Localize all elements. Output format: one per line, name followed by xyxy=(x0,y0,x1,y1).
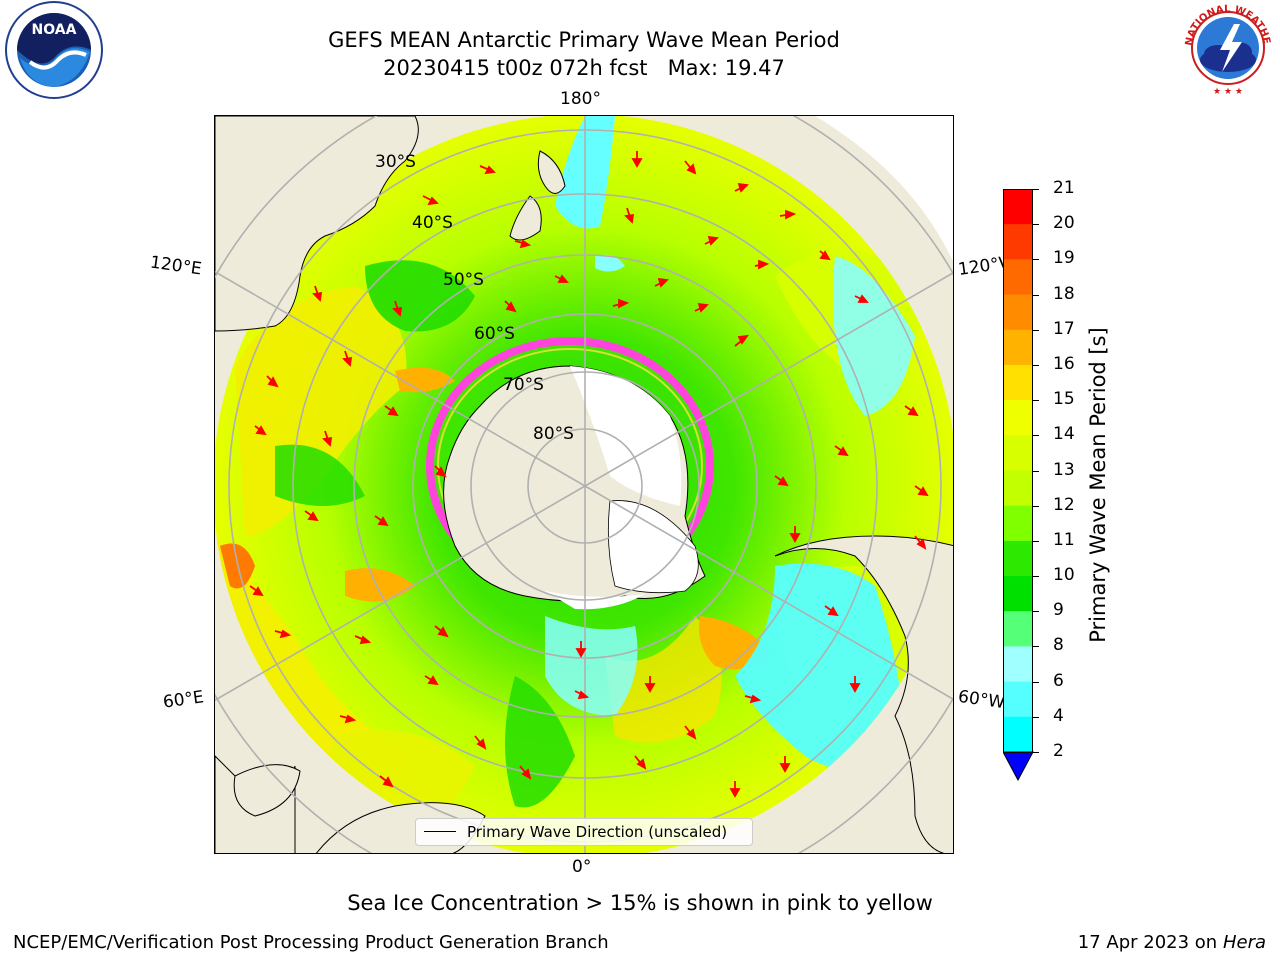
footer-host: Hera xyxy=(1222,932,1266,953)
lat-label-50s: 50°S xyxy=(443,270,484,290)
colorbar-tick-label: 4 xyxy=(1053,705,1064,726)
colorbar-tick-label: 17 xyxy=(1053,318,1075,339)
colorbar-band xyxy=(1003,435,1033,472)
colorbar-tick-label: 11 xyxy=(1053,529,1075,550)
colorbar-band xyxy=(1003,259,1033,296)
legend-line-icon xyxy=(424,831,456,832)
colorbar-tick-mark xyxy=(1033,470,1039,472)
noaa-logo: NOAA xyxy=(0,0,108,108)
meridian-label-180: 180° xyxy=(560,89,601,109)
colorbar-tick-mark xyxy=(1033,540,1039,542)
colorbar-tick-label: 12 xyxy=(1053,494,1075,515)
colorbar-band xyxy=(1003,364,1033,401)
colorbar-band xyxy=(1003,470,1033,507)
colorbar-tick-label: 13 xyxy=(1053,459,1075,480)
footer-credit: NCEP/EMC/Verification Post Processing Pr… xyxy=(13,932,609,953)
colorbar-band xyxy=(1003,646,1033,683)
colorbar-tick-mark xyxy=(1033,329,1039,331)
colorbar-tick-mark xyxy=(1033,189,1039,190)
lat-label-80s: 80°S xyxy=(533,424,574,444)
polar-map xyxy=(215,116,953,853)
colorbar-band xyxy=(1003,224,1033,260)
colorbar-band xyxy=(1003,576,1033,612)
colorbar-tick-label: 19 xyxy=(1053,248,1075,269)
map-title-line2: 20230415 t00z 072h fcst Max: 19.47 xyxy=(383,56,785,80)
svg-text:★ ★ ★: ★ ★ ★ xyxy=(1213,87,1243,97)
colorbar-tick-mark xyxy=(1033,646,1039,648)
colorbar-band xyxy=(1003,294,1033,331)
map-legend: Primary Wave Direction (unscaled) xyxy=(415,818,753,846)
colorbar-tick-mark xyxy=(1033,294,1039,296)
colorbar-tick-label: 14 xyxy=(1053,424,1075,445)
colorbar-tick-mark xyxy=(1033,505,1039,507)
colorbar-band xyxy=(1003,505,1033,542)
colorbar-band xyxy=(1003,611,1033,648)
colorbar-tick-label: 21 xyxy=(1053,178,1075,198)
colorbar-tick-mark xyxy=(1033,435,1039,437)
footer-date-text: 17 Apr 2023 on xyxy=(1077,932,1223,953)
colorbar-tick-label: 10 xyxy=(1053,565,1075,586)
meridian-label-60w: 60°W xyxy=(956,686,1007,714)
colorbar-band xyxy=(1003,681,1033,718)
colorbar-band xyxy=(1003,716,1033,753)
colorbar-tick-mark xyxy=(1033,576,1039,578)
map-title-line1: GEFS MEAN Antarctic Primary Wave Mean Pe… xyxy=(328,28,840,52)
colorbar-band xyxy=(1003,189,1033,225)
colorbar-tick-label: 18 xyxy=(1053,283,1075,304)
colorbar-band xyxy=(1003,329,1033,366)
colorbar-band xyxy=(1003,540,1033,577)
colorbar-tick-label: 6 xyxy=(1053,670,1064,691)
sea-ice-note: Sea Ice Concentration > 15% is shown in … xyxy=(347,891,933,915)
colorbar-tick-mark xyxy=(1033,259,1039,261)
colorbar-tick-mark xyxy=(1033,224,1039,226)
lat-label-40s: 40°S xyxy=(412,213,453,233)
colorbar-tick-mark xyxy=(1033,364,1039,366)
colorbar-tick-mark xyxy=(1033,716,1039,718)
colorbar-tick-label: 9 xyxy=(1053,600,1064,621)
colorbar-band xyxy=(1003,400,1033,436)
lat-label-30s: 30°S xyxy=(375,152,416,172)
lat-label-70s: 70°S xyxy=(503,375,544,395)
colorbar xyxy=(1002,189,1034,782)
footer-date: 17 Apr 2023 on Hera xyxy=(1078,932,1266,953)
colorbar-tick-label: 16 xyxy=(1053,353,1075,374)
colorbar-tick-mark xyxy=(1033,611,1039,613)
colorbar-label: Primary Wave Mean Period [s] xyxy=(1086,327,1110,643)
colorbar-ticks: 21 20 19 18 17 16 15 14 13 12 11 10 9 8 6 4 2 xyxy=(1033,178,1083,780)
colorbar-tick-mark xyxy=(1033,400,1039,402)
svg-text:NOAA: NOAA xyxy=(32,22,77,38)
colorbar-tick-mark xyxy=(1033,681,1039,683)
map-panel xyxy=(214,115,954,854)
nws-logo: NATIONAL WEATHER SERVICE ★ ★ ★ xyxy=(1166,0,1278,108)
wave-direction-arrows xyxy=(249,151,929,798)
legend-label: Primary Wave Direction (unscaled) xyxy=(467,823,728,841)
colorbar-tick-label: 8 xyxy=(1053,635,1064,656)
colorbar-tick-label: 20 xyxy=(1053,213,1075,234)
meridian-label-0: 0° xyxy=(572,857,592,877)
lat-label-60s: 60°S xyxy=(474,324,515,344)
meridian-label-60e: 60°E xyxy=(161,687,206,713)
colorbar-tick-mark xyxy=(1033,752,1039,753)
colorbar-label-wrap: Primary Wave Mean Period [s] xyxy=(1083,327,1113,643)
colorbar-tick-label: 2 xyxy=(1053,741,1064,761)
meridian-label-120e: 120°E xyxy=(148,252,203,280)
colorbar-tick-label: 15 xyxy=(1053,389,1075,410)
